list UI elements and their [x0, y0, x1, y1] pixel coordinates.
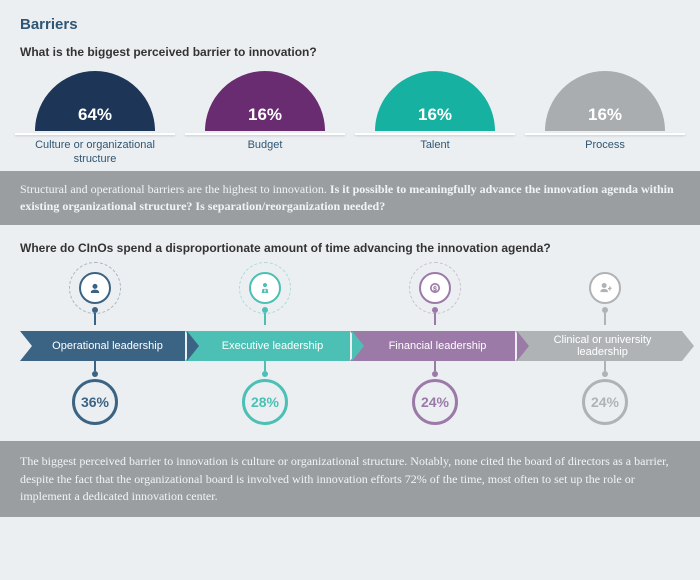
- pct-clinical: 24%: [582, 379, 628, 425]
- barrier-label: Talent: [355, 139, 515, 153]
- money-icon: [414, 267, 456, 309]
- half-circle-row: 64% Culture or organizational structure …: [0, 71, 700, 173]
- barrier-value: 16%: [355, 105, 515, 125]
- barrier-budget: 16% Budget: [185, 71, 345, 167]
- question-2: Where do CInOs spend a disproportionate …: [0, 225, 700, 267]
- barrier-value: 64%: [15, 105, 175, 125]
- barrier-talent: 16% Talent: [355, 71, 515, 167]
- pct-executive: 28%: [242, 379, 288, 425]
- question-1: What is the biggest perceived barrier to…: [0, 41, 700, 71]
- barrier-value: 16%: [185, 105, 345, 125]
- callout-box-2: The biggest perceived barrier to innovat…: [0, 441, 700, 517]
- chevron-row: Operational leadership Executive leaders…: [10, 331, 690, 361]
- person-plus-icon: [584, 267, 626, 309]
- callout-text: Structural and operational barriers are …: [20, 182, 330, 196]
- barrier-culture: 64% Culture or organizational structure: [15, 71, 175, 167]
- icon-row: [10, 267, 690, 309]
- percentage-row: 36% 28% 24% 24%: [10, 379, 690, 425]
- chevron-executive: Executive leadership: [185, 331, 352, 361]
- executive-icon: [244, 267, 286, 309]
- section-title: Barriers: [0, 0, 700, 41]
- barrier-label: Culture or organizational structure: [15, 139, 175, 167]
- barrier-label: Budget: [185, 139, 345, 153]
- chevron-operational: Operational leadership: [20, 331, 187, 361]
- badge-icon: [74, 267, 116, 309]
- barrier-label: Process: [525, 139, 685, 153]
- pct-operational: 36%: [72, 379, 118, 425]
- chevron-clinical: Clinical or university leadership: [515, 331, 682, 361]
- chevron-financial: Financial leadership: [350, 331, 517, 361]
- leadership-timeline: Operational leadership Executive leaders…: [0, 267, 700, 427]
- infographic-root: Barriers What is the biggest perceived b…: [0, 0, 700, 580]
- barrier-process: 16% Process: [525, 71, 685, 167]
- callout-box-1: Structural and operational barriers are …: [0, 171, 700, 226]
- barrier-value: 16%: [525, 105, 685, 125]
- pct-financial: 24%: [412, 379, 458, 425]
